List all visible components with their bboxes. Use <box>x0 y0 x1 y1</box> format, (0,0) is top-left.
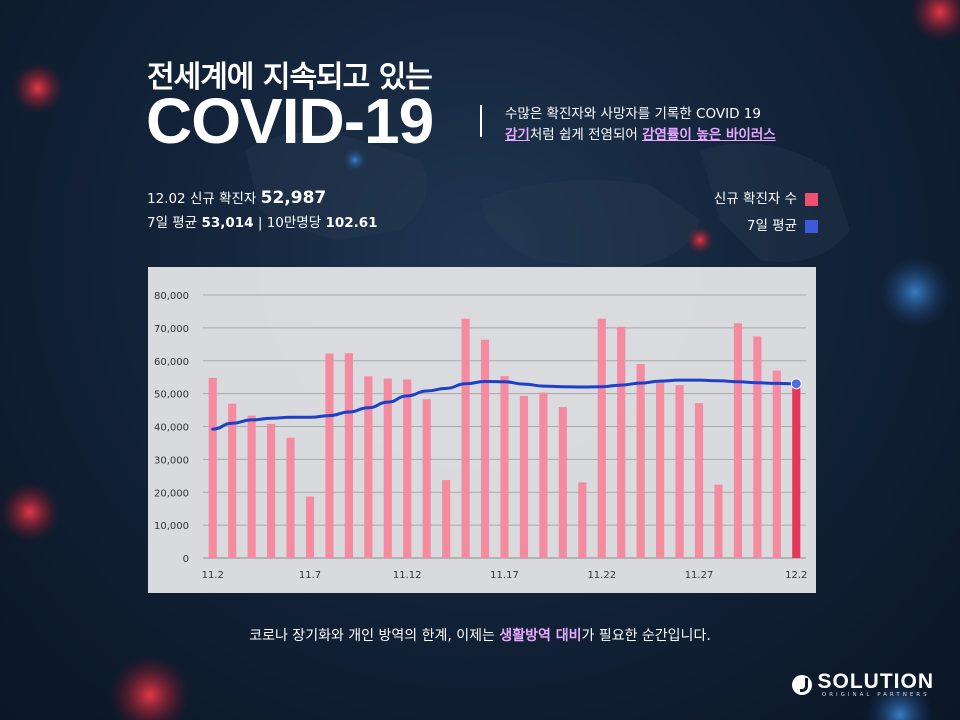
virus-decoration <box>110 655 190 720</box>
bar-new-cases <box>266 423 276 558</box>
bar-new-cases <box>675 385 684 558</box>
virus-decoration <box>879 256 951 328</box>
y-tick-label: 40,000 <box>154 423 189 434</box>
bar-new-cases <box>403 379 412 558</box>
stats-per100k-value: 102.61 <box>325 215 378 231</box>
legend-swatch-new-cases <box>805 193 818 206</box>
logo-subtext: ORIGINAL PARTNERS <box>821 692 930 698</box>
y-tick-label: 60,000 <box>154 357 189 368</box>
bar-new-cases <box>539 392 548 558</box>
logo-wordmark: SOLUTION ORIGINAL PARTNERS <box>817 670 935 698</box>
bar-new-cases <box>519 395 529 558</box>
y-tick-label: 70,000 <box>154 324 189 335</box>
line-7day-average <box>211 378 798 431</box>
y-tick-label: 20,000 <box>154 488 189 499</box>
logo-mark-icon <box>791 675 812 695</box>
bottom-message-post: 가 필요한 순간입니다. <box>581 628 711 644</box>
bar-new-cases <box>442 480 451 558</box>
cases-chart: 0 10,000 20,000 30,000 40,000 50,000 60,000 70,… <box>154 291 807 581</box>
x-tick-label: 11.12 <box>393 570 422 581</box>
virus-decoration <box>343 148 367 172</box>
chart-panel: 0 10,000 20,000 30,000 40,000 50,000 60,000 70,… <box>148 267 816 593</box>
bottom-message-pre: 코로나 장기화와 개인 방역의 한계, 이제는 <box>249 628 500 644</box>
bottom-message-highlight: 생활방역 대비 <box>499 628 582 644</box>
virus-decoration <box>866 681 934 720</box>
legend-swatch-avg <box>805 220 818 233</box>
header-divider <box>480 105 482 137</box>
header-subtitle: 전세계에 지속되고 있는 <box>147 60 433 95</box>
desc-highlight-cold: 감기 <box>505 127 530 143</box>
bar-new-cases <box>578 482 587 558</box>
bar-new-cases <box>480 339 490 558</box>
x-tick-label: 11.2 <box>202 570 224 581</box>
bar-new-cases <box>753 336 762 558</box>
y-tick-label: 80,000 <box>154 291 189 302</box>
page-title: COVID-19 <box>146 85 434 157</box>
virus-decoration <box>686 226 714 254</box>
bar-new-cases <box>656 382 665 558</box>
desc-line-2: 감기처럼 쉽게 전염되어 감염률이 높은 바이러스 <box>505 125 776 146</box>
bar-new-cases <box>247 415 256 558</box>
chart-legend: 신규 확진자 수 7일 평균 <box>714 186 818 240</box>
bar-new-cases <box>364 376 373 558</box>
y-tick-label: 50,000 <box>154 390 189 401</box>
y-tick-label: 10,000 <box>154 521 189 532</box>
bar-new-cases <box>344 353 353 558</box>
x-tick-label: 12.2 <box>785 570 807 581</box>
stats-per100k-label: 10만명당 <box>266 215 322 231</box>
bar-new-cases <box>558 407 567 558</box>
stats-avg-label: 7일 평균 <box>147 215 198 231</box>
world-map-silhouette <box>245 132 850 270</box>
stats-new-cases-row: 12.02 신규 확진자 52,987 <box>147 186 378 211</box>
logo-text: SOLUTION <box>817 670 934 693</box>
legend-item-new-cases: 신규 확진자 수 <box>714 186 818 213</box>
bar-new-cases <box>500 376 509 558</box>
bar-new-cases <box>383 378 392 558</box>
stats-panel: 12.02 신규 확진자 52,987 7일 평균 53,014 | 10만명당… <box>147 186 378 235</box>
stats-avg-value: 53,014 <box>201 215 254 231</box>
bar-new-cases <box>305 496 315 558</box>
desc-line-2-mid: 처럼 쉽게 전염되어 <box>529 127 643 143</box>
desc-highlight-infection: 감염률이 높은 바이러스 <box>642 127 776 143</box>
stats-separator: | <box>257 215 263 231</box>
bar-new-cases <box>228 403 237 558</box>
stats-new-cases-value: 52,987 <box>260 188 327 208</box>
stats-date-label: 12.02 신규 확진자 <box>147 191 257 207</box>
desc-line-1: 수많은 확진자와 사망자를 기록한 COVID 19 <box>505 106 761 122</box>
header-description: 수많은 확진자와 사망자를 기록한 COVID 19 감기처럼 쉽게 전염되어 … <box>505 104 776 146</box>
virus-decoration <box>0 482 60 542</box>
bar-new-cases <box>325 353 334 558</box>
brand-logo: SOLUTION ORIGINAL PARTNERS <box>791 670 935 698</box>
bottom-message: 코로나 장기화와 개인 방역의 한계, 이제는 생활방역 대비가 필요한 순간입… <box>0 625 960 645</box>
bar-new-cases <box>772 370 781 558</box>
bar-new-cases <box>714 484 723 558</box>
bar-new-cases <box>208 377 217 558</box>
virus-decoration <box>12 62 64 114</box>
bar-new-cases <box>636 364 645 558</box>
bar-new-cases <box>422 399 431 558</box>
x-tick-label: 11.17 <box>490 570 519 581</box>
x-tick-label: 11.22 <box>587 570 616 581</box>
bar-new-cases <box>597 318 606 558</box>
bar-new-cases <box>694 403 704 558</box>
bar-new-cases <box>792 383 801 558</box>
y-tick-label: 0 <box>183 554 189 565</box>
y-tick-label: 30,000 <box>154 455 189 466</box>
virus-decoration <box>910 0 960 42</box>
line-end-marker <box>790 378 802 390</box>
stats-avg-row: 7일 평균 53,014 | 10만명당 102.61 <box>147 211 378 235</box>
x-tick-label: 11.7 <box>299 570 321 581</box>
legend-label-avg: 7일 평균 <box>746 218 797 234</box>
x-tick-label: 11.27 <box>685 570 714 581</box>
bar-new-cases <box>286 437 295 558</box>
bar-new-cases <box>461 318 470 558</box>
bar-new-cases <box>733 323 743 558</box>
legend-item-avg: 7일 평균 <box>714 213 818 240</box>
legend-label-new-cases: 신규 확진자 수 <box>713 191 797 207</box>
bar-new-cases <box>617 326 626 558</box>
